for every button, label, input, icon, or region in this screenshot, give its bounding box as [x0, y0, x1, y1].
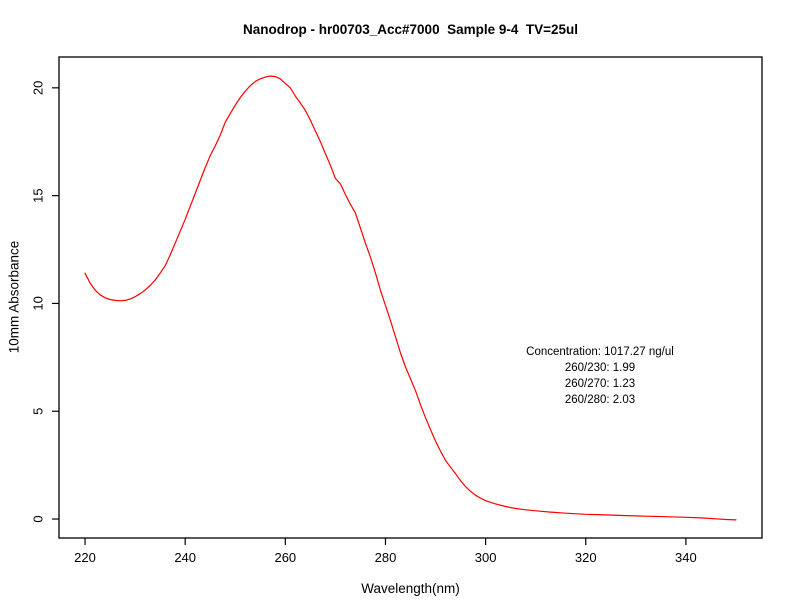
x-axis-label: Wavelength(nm) [361, 581, 460, 596]
annotation-line-260-280: 260/280: 2.03 [564, 394, 636, 406]
y-tick-label: 20 [31, 81, 46, 95]
y-tick-label: 0 [31, 515, 46, 522]
annotation-line-concentration: Concentration: 1017.27 ng/ul [526, 346, 674, 358]
x-tick-label: 320 [575, 550, 597, 565]
x-tick-label: 300 [475, 550, 497, 565]
spectrum-curve [84, 75, 737, 521]
annotation-line-260-230: 260/230: 1.99 [564, 362, 636, 374]
annotation-line-260-270: 260/270: 1.23 [564, 378, 636, 390]
plot-frame [58, 56, 763, 539]
x-tick-label: 280 [375, 550, 397, 565]
x-tick-label: 240 [174, 550, 196, 565]
x-tick-label: 340 [675, 550, 697, 565]
x-tick-label: 260 [274, 550, 296, 565]
y-tick-label: 15 [31, 188, 46, 202]
x-tick-label: 220 [74, 550, 96, 565]
y-tick-label: 10 [31, 296, 46, 310]
chart-title: Nanodrop - hr00703_Acc#7000 Sample 9-4 T… [242, 22, 579, 37]
y-tick-label: 5 [31, 408, 46, 415]
annotation-block: Concentration: 1017.27 ng/ul 260/230: 1.… [450, 344, 750, 408]
